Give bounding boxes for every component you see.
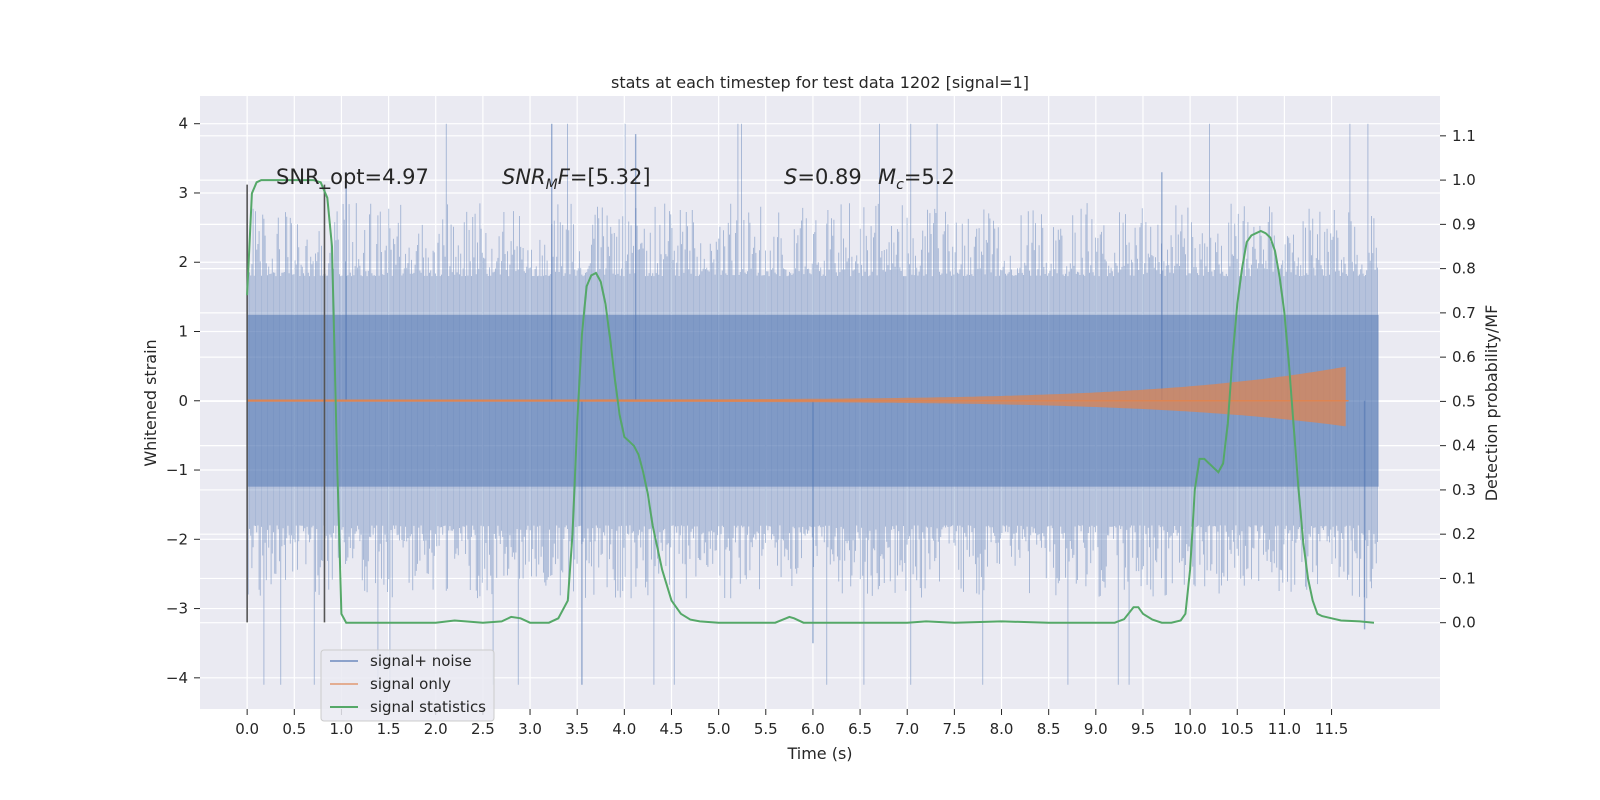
x-tick-label: 3.0 bbox=[518, 720, 542, 738]
y2-axis-label: Detection probability/MF bbox=[1482, 305, 1501, 502]
annotation-snr-opt: SNR_opt=4.97 bbox=[276, 165, 429, 190]
annotation-s-value: =0.89 bbox=[797, 165, 861, 189]
stats-series bbox=[246, 179, 1375, 624]
left-axis: 4 3 2 1 0 −1 −2 −3 −4 bbox=[166, 115, 200, 687]
y2-tick-label: 0.2 bbox=[1452, 525, 1476, 543]
x-tick-label: 7.5 bbox=[942, 720, 966, 738]
annotation-s-name: S bbox=[784, 165, 797, 189]
x-tick-label: 9.5 bbox=[1131, 720, 1155, 738]
signal-series bbox=[247, 366, 1349, 427]
y-tick-label: −1 bbox=[166, 461, 188, 479]
y-tick-label: −3 bbox=[166, 600, 188, 618]
y-tick-label: −2 bbox=[166, 530, 188, 548]
x-tick-label: 7.0 bbox=[895, 720, 919, 738]
annotation-mc: Mc=5.2 bbox=[878, 165, 955, 193]
y2-tick-label: 0.7 bbox=[1452, 304, 1476, 322]
annotation-mc-sub: c bbox=[896, 177, 904, 193]
y2-tick-label: 0.1 bbox=[1452, 569, 1476, 587]
annotation-snr-mf-sub: M bbox=[546, 177, 558, 193]
y2-tick-label: 1.0 bbox=[1452, 171, 1476, 189]
y2-tick-label: 0.9 bbox=[1452, 215, 1476, 233]
x-axis: 0.0 0.5 1.0 1.5 2.0 2.5 3.0 3.5 4.0 4.5 5.0 5.5 6.0 6… bbox=[235, 709, 1348, 738]
y-tick-label: −4 bbox=[166, 669, 188, 687]
annotation-snr-mf-name: SNR bbox=[502, 165, 546, 189]
marker-lines bbox=[246, 184, 326, 623]
y2-tick-label: 1.1 bbox=[1452, 127, 1476, 145]
x-tick-label: 0.0 bbox=[235, 720, 259, 738]
x-tick-label: 6.0 bbox=[801, 720, 825, 738]
x-tick-label: 5.5 bbox=[754, 720, 778, 738]
legend-label-stats: signal statistics bbox=[370, 698, 486, 716]
y2-tick-label: 0.6 bbox=[1452, 348, 1476, 366]
x-axis-label: Time (s) bbox=[786, 744, 852, 763]
x-tick-label: 1.5 bbox=[377, 720, 401, 738]
y-tick-label: 1 bbox=[178, 323, 188, 341]
annotation-mc-name: M bbox=[878, 165, 896, 189]
stats-line bbox=[246, 179, 1375, 624]
x-tick-label: 8.0 bbox=[990, 720, 1014, 738]
x-tick-label: 6.5 bbox=[848, 720, 872, 738]
legend-label-noise: signal+ noise bbox=[370, 652, 472, 670]
x-tick-label: 0.5 bbox=[282, 720, 306, 738]
x-tick-label: 11.5 bbox=[1315, 720, 1348, 738]
legend: signal+ noise signal only signal statist… bbox=[320, 649, 495, 722]
y2-tick-label: 0.8 bbox=[1452, 260, 1476, 278]
y2-tick-label: 0.4 bbox=[1452, 437, 1476, 455]
annotation-snr-mf: SNRMF=[5.32] bbox=[502, 165, 651, 193]
y2-tick-label: 0.5 bbox=[1452, 392, 1476, 410]
x-tick-label: 3.5 bbox=[565, 720, 589, 738]
y2-tick-label: 0.0 bbox=[1452, 614, 1476, 632]
x-tick-label: 4.5 bbox=[660, 720, 684, 738]
y-tick-label: 3 bbox=[178, 184, 188, 202]
x-tick-label: 10.0 bbox=[1173, 720, 1206, 738]
annotation-s: S=0.89 bbox=[784, 165, 862, 189]
x-tick-label: 11.0 bbox=[1268, 720, 1301, 738]
x-tick-label: 9.0 bbox=[1084, 720, 1108, 738]
y-tick-label: 0 bbox=[178, 392, 188, 410]
legend-box bbox=[320, 649, 495, 722]
x-tick-label: 10.5 bbox=[1221, 720, 1254, 738]
y2-tick-label: 0.3 bbox=[1452, 481, 1476, 499]
y-tick-label: 4 bbox=[178, 115, 188, 133]
x-tick-label: 2.5 bbox=[471, 720, 495, 738]
x-tick-label: 5.0 bbox=[707, 720, 731, 738]
annotation-snr-mf-f: F bbox=[558, 165, 571, 189]
chart-title: stats at each timestep for test data 120… bbox=[611, 73, 1029, 92]
x-tick-label: 4.0 bbox=[612, 720, 636, 738]
annotation-mc-value: =5.2 bbox=[904, 165, 955, 189]
x-tick-label: 8.5 bbox=[1037, 720, 1061, 738]
signal-envelope bbox=[247, 366, 1346, 427]
legend-label-signal: signal only bbox=[370, 675, 451, 693]
x-tick-label: 2.0 bbox=[424, 720, 448, 738]
y-axis-label: Whitened strain bbox=[141, 339, 160, 466]
x-tick-label: 1.0 bbox=[330, 720, 354, 738]
annotation-snr-mf-value: =[5.32] bbox=[570, 165, 651, 189]
y-tick-label: 2 bbox=[178, 253, 188, 271]
right-axis: 1.1 1.0 0.9 0.8 0.7 0.6 0.5 0.4 0.3 0.2 0.1 0.0 bbox=[1440, 127, 1476, 632]
